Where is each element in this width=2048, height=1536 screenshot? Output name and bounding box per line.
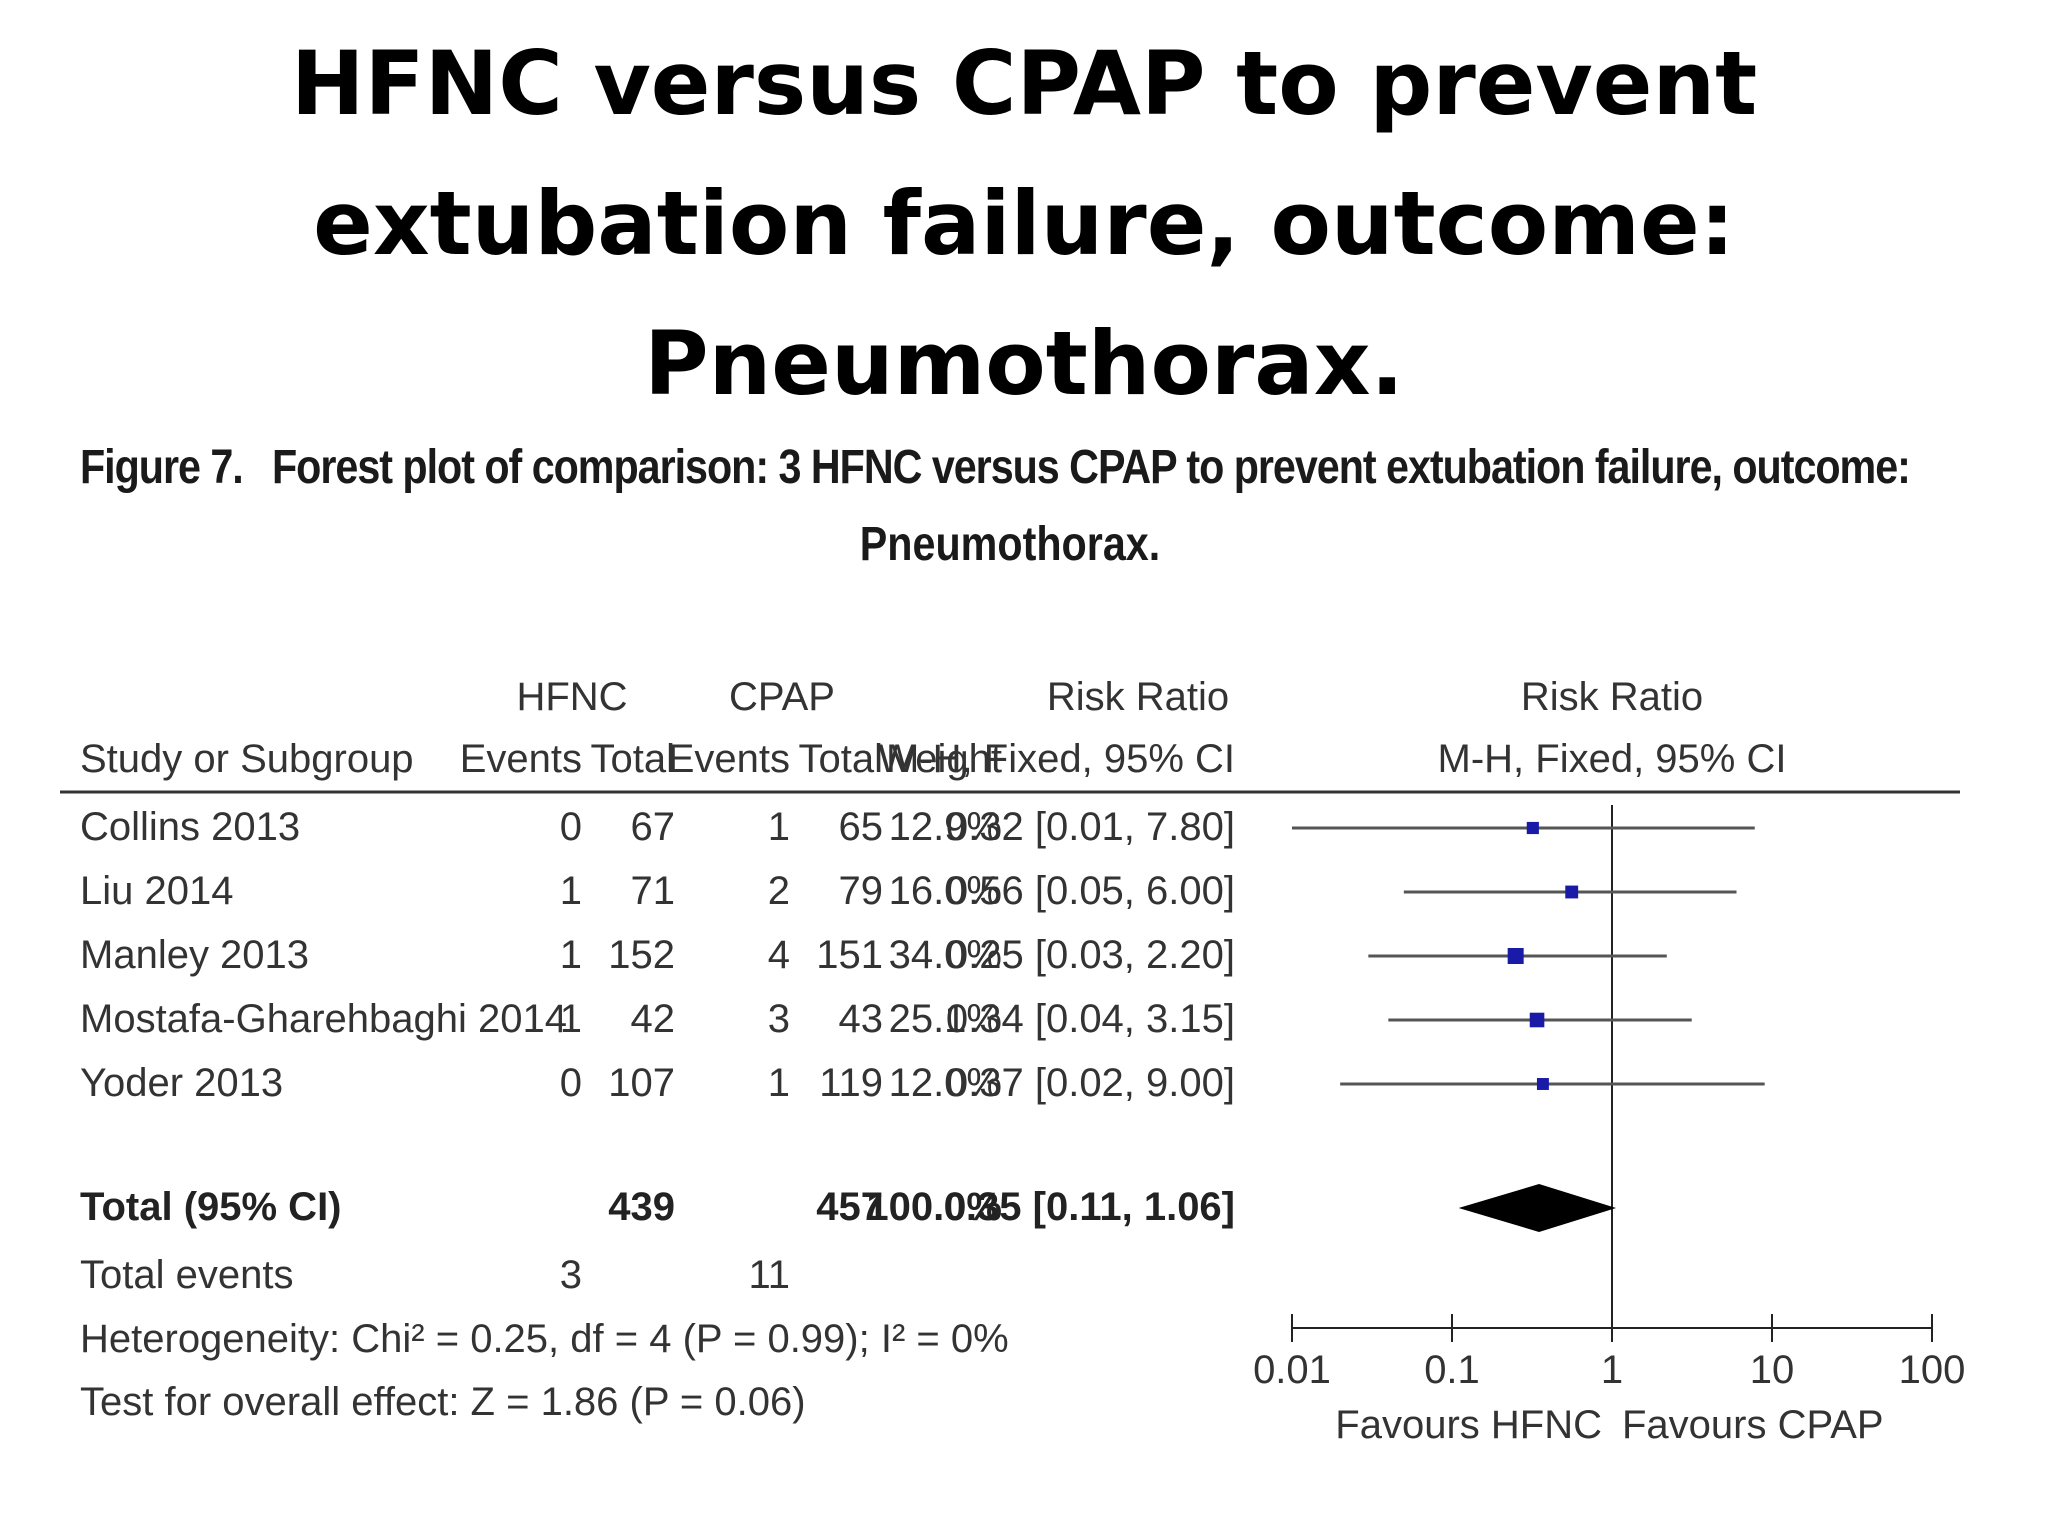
x-tick-label-5: 100 xyxy=(1899,1348,1966,1392)
row-2-total2: 79 xyxy=(839,869,884,913)
row-5-total1: 107 xyxy=(608,1061,675,1105)
row-4-events1: 1 xyxy=(560,997,582,1041)
header-risk-ratio-plot: Risk Ratio xyxy=(1521,675,1703,719)
row-5-events1: 0 xyxy=(560,1061,582,1105)
overall-effect-text: Test for overall effect: Z = 1.86 (P = 0… xyxy=(80,1380,806,1424)
row-2-events2: 2 xyxy=(768,869,790,913)
row-3-study: Manley 2013 xyxy=(80,933,309,977)
column-header-weight: Weight xyxy=(878,737,1002,781)
total-row-hfnc-total: 439 xyxy=(608,1185,675,1229)
row-2-events1: 1 xyxy=(560,869,582,913)
row-3-events2: 4 xyxy=(768,933,790,977)
total-row-cpap-total: 457 xyxy=(816,1185,883,1229)
column-header-study: Study or Subgroup xyxy=(80,737,414,781)
row-4-total2: 43 xyxy=(839,997,884,1041)
slide-title-line-2: extubation failure, outcome: xyxy=(313,172,1735,275)
header-hfnc: HFNC xyxy=(516,675,627,719)
row-4-total1: 42 xyxy=(631,997,676,1041)
row-2-total1: 71 xyxy=(631,869,676,913)
figure-caption-line-2: Pneumothorax. xyxy=(859,518,1161,571)
total-events-hfnc: 3 xyxy=(560,1253,582,1297)
point-estimate-2 xyxy=(1565,885,1579,899)
favours-cpap-label: Favours CPAP xyxy=(1622,1403,1884,1447)
row-1-total2: 65 xyxy=(839,805,884,849)
heterogeneity-text: Heterogeneity: Chi² = 0.25, df = 4 (P = … xyxy=(80,1317,1009,1361)
row-4-weight: 25.1% xyxy=(889,997,1002,1041)
row-1-total1: 67 xyxy=(631,805,676,849)
total-events-label: Total events xyxy=(80,1253,293,1297)
total-events-cpap: 11 xyxy=(748,1253,790,1297)
x-tick-label-3: 1 xyxy=(1601,1348,1623,1392)
row-1-study: Collins 2013 xyxy=(80,805,300,849)
figure-caption-line-1: Forest plot of comparison: 3 HFNC versus… xyxy=(271,441,1911,494)
row-3-weight: 34.0% xyxy=(889,933,1002,977)
point-estimate-3 xyxy=(1507,948,1524,964)
row-2-rr: 0.56 [0.05, 6.00] xyxy=(946,869,1235,913)
forest-plot-svg: HFNC CPAP Risk Ratio Risk Ratio Study or… xyxy=(60,675,1965,1447)
forest-plot-area: 0.01 0.1 1 10 100 Favours HFNC Favours CPAP xyxy=(1253,805,1965,1447)
row-2-study: Liu 2014 xyxy=(80,869,233,913)
x-tick-label-2: 0.1 xyxy=(1424,1348,1480,1392)
figure-label: Figure 7. xyxy=(80,441,244,494)
x-tick-label-1: 0.01 xyxy=(1253,1348,1331,1392)
point-estimate-4 xyxy=(1529,1012,1545,1028)
row-2-weight: 16.0% xyxy=(889,869,1002,913)
column-header-hfnc-events: Events xyxy=(460,737,582,781)
header-cpap: CPAP xyxy=(729,675,835,719)
row-1-events1: 0 xyxy=(560,805,582,849)
slide-title: HFNC versus CPAP to prevent extubation f… xyxy=(0,14,2048,434)
row-5-weight: 12.0% xyxy=(889,1061,1002,1105)
slide-title-line-1: HFNC versus CPAP to prevent xyxy=(290,32,1758,135)
column-header-cpap-events: Events xyxy=(668,737,790,781)
row-5-events2: 1 xyxy=(768,1061,790,1105)
forest-plot-figure: Figure 7. Forest plot of comparison: 3 HF… xyxy=(60,420,2020,1520)
favours-hfnc-label: Favours HFNC xyxy=(1335,1403,1602,1447)
row-3-rr: 0.25 [0.03, 2.20] xyxy=(946,933,1235,977)
x-tick-label-4: 10 xyxy=(1750,1348,1795,1392)
point-estimate-1 xyxy=(1526,821,1539,835)
total-row-weight: 100.0% xyxy=(866,1185,1002,1229)
row-1-weight: 12.9% xyxy=(889,805,1002,849)
row-4-rr: 0.34 [0.04, 3.15] xyxy=(946,997,1235,1041)
study-rows: Collins 2013 0 67 1 65 12.9%0.32 [0.01, 7.80]… xyxy=(80,805,1235,1105)
column-header-risk-ratio-numeric: M-H, Fixed, 95% CI xyxy=(886,737,1235,781)
row-4-events2: 3 xyxy=(768,997,790,1041)
row-3-events1: 1 xyxy=(560,933,582,977)
point-estimate-5 xyxy=(1536,1078,1549,1090)
row-3-total1: 152 xyxy=(608,933,675,977)
total-row-label: Total (95% CI) xyxy=(80,1185,342,1229)
column-header-risk-ratio-plot: M-H, Fixed, 95% CI xyxy=(1438,737,1787,781)
row-1-rr: 0.32 [0.01, 7.80] xyxy=(946,805,1235,849)
header-risk-ratio-numeric: Risk Ratio xyxy=(1047,675,1229,719)
row-1-events2: 1 xyxy=(768,805,790,849)
row-5-rr: 0.37 [0.02, 9.00] xyxy=(946,1061,1235,1105)
row-4-study: Mostafa-Gharehbaghi 2014 xyxy=(80,997,567,1041)
column-header-hfnc-total: Total xyxy=(591,737,676,781)
row-5-total2: 119 xyxy=(819,1061,883,1105)
figure-caption: Figure 7. Forest plot of comparison: 3 HF… xyxy=(80,440,2020,572)
row-5-study: Yoder 2013 xyxy=(80,1061,283,1105)
row-3-total2: 151 xyxy=(816,933,883,977)
total-row-risk-ratio: 0.35 [0.11, 1.06] xyxy=(944,1185,1235,1229)
column-header-cpap-total: Total xyxy=(799,737,884,781)
pooled-diamond xyxy=(1458,1184,1617,1232)
slide-title-line-3: Pneumothorax. xyxy=(644,312,1404,415)
